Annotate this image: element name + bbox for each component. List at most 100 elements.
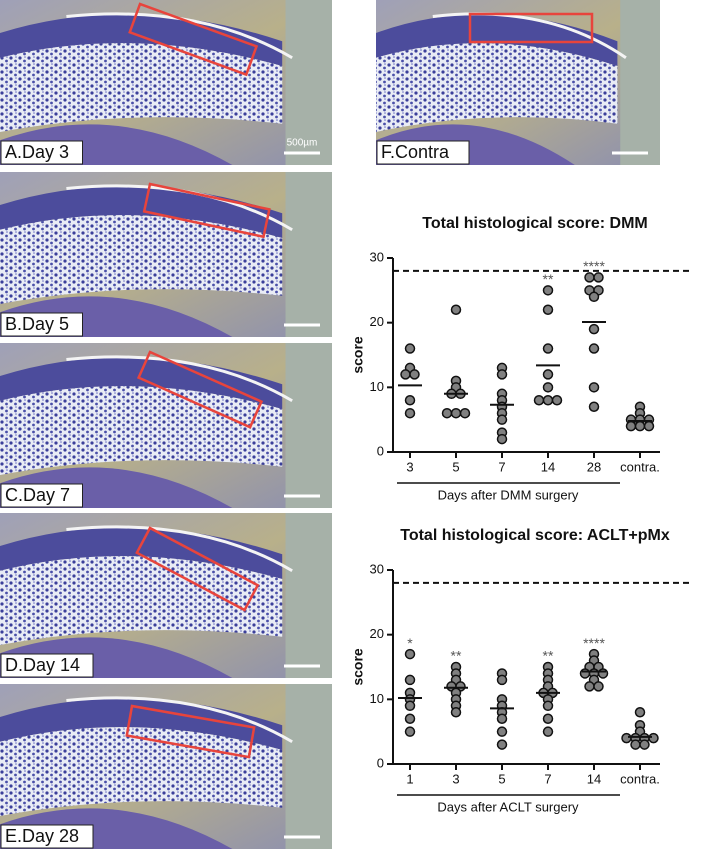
x-axis-label: Days after ACLT surgery [437, 799, 579, 814]
bone [0, 386, 283, 475]
image-content [0, 343, 332, 508]
y-tick-label: 0 [377, 755, 384, 770]
bone [376, 43, 618, 133]
data-point [400, 369, 411, 380]
data-point [542, 700, 554, 712]
data-point [496, 713, 508, 724]
data-point [588, 343, 600, 354]
ligament [285, 172, 332, 337]
significance: **** [583, 635, 605, 651]
image-content [0, 684, 332, 849]
label-bg [0, 824, 94, 849]
x-axis-label: Days after DMM surgery [438, 487, 579, 502]
chart-title: Total histological score: ACLT+pMx [400, 527, 670, 544]
data-point [643, 420, 655, 432]
data-point [404, 700, 416, 712]
significance: ** [543, 271, 554, 287]
data-point [404, 648, 416, 660]
image-content [0, 172, 332, 337]
ligament [285, 684, 332, 849]
roi-box [142, 182, 271, 239]
data-point [542, 382, 554, 393]
data-point [404, 713, 416, 724]
data-point [551, 395, 563, 406]
cartilage [0, 14, 283, 66]
histology-image: D.Day 14 [0, 513, 332, 678]
data-point [496, 674, 508, 686]
data-point [404, 674, 416, 686]
data-point [588, 382, 600, 393]
histology-image: F.Contra [376, 0, 660, 165]
data-point [634, 420, 646, 432]
bone [0, 215, 283, 304]
panel-label: C.Day 7 [5, 485, 70, 505]
x-tick-label: 1 [406, 771, 413, 786]
data-point [409, 369, 420, 380]
data-point [542, 713, 554, 724]
panel-label: A.Day 3 [5, 142, 69, 162]
x-tick-label: 14 [541, 459, 555, 474]
cartilage [0, 527, 283, 579]
x-tick-label: 3 [406, 459, 413, 474]
significance: * [407, 635, 413, 651]
joint-space [66, 12, 293, 60]
bone [0, 556, 283, 645]
ligament [285, 513, 332, 678]
x-tick-label: contra. [620, 771, 660, 786]
joint-space [66, 696, 293, 744]
data-point [634, 707, 646, 718]
data-point [496, 414, 508, 425]
data-point [584, 681, 595, 692]
ligament [285, 343, 332, 508]
cartilage [376, 14, 618, 66]
data-point [496, 369, 508, 380]
cartilage [0, 186, 283, 238]
y-tick-label: 10 [370, 379, 384, 394]
histology-image: A.Day 3 500µm [0, 0, 332, 165]
data-point [404, 407, 416, 419]
y-tick-label: 20 [370, 314, 384, 329]
ligament [285, 0, 332, 165]
data-point [542, 395, 554, 406]
data-point [621, 732, 632, 744]
x-tick-label: 3 [452, 771, 459, 786]
data-point [648, 732, 659, 744]
ligament [620, 0, 660, 165]
charts: Total histological score: DMMscore010203… [350, 215, 690, 814]
bone [0, 43, 283, 133]
panel-label: D.Day 14 [5, 655, 80, 675]
roi-box [136, 350, 264, 429]
x-tick-label: 5 [452, 459, 459, 474]
label-bg [0, 653, 94, 678]
data-point [542, 285, 554, 296]
data-point [625, 420, 637, 432]
y-tick-label: 30 [370, 561, 384, 576]
data-point [593, 272, 604, 283]
chart-title: Total histological score: DMM [422, 215, 648, 232]
significance: ** [451, 648, 462, 664]
data-point [542, 369, 554, 380]
scale-bar-label: 500µm [287, 138, 318, 149]
panel-label: F.Contra [381, 142, 450, 162]
data-point [588, 323, 600, 335]
panel-label: B.Day 5 [5, 314, 69, 334]
x-tick-label: 5 [498, 771, 505, 786]
data-point [496, 726, 508, 737]
x-tick-label: 14 [587, 771, 601, 786]
data-point [579, 668, 591, 679]
y-tick-label: 30 [370, 249, 384, 264]
roi-box [128, 2, 259, 77]
label-bg [0, 140, 83, 165]
chart: Total histological score: DMM score 0 10 20 3… [350, 215, 690, 502]
chart: Total histological score: ACLT+pMx score 0… [350, 527, 690, 814]
data-point [639, 739, 650, 750]
histology-image: B.Day 5 [0, 172, 332, 337]
data-point [450, 407, 462, 419]
data-point [404, 343, 416, 354]
data-point [542, 343, 554, 354]
y-tick-label: 10 [370, 691, 384, 706]
data-point [588, 291, 600, 303]
image-content [376, 0, 660, 165]
joint-space [432, 12, 627, 59]
roi-box [468, 12, 594, 44]
